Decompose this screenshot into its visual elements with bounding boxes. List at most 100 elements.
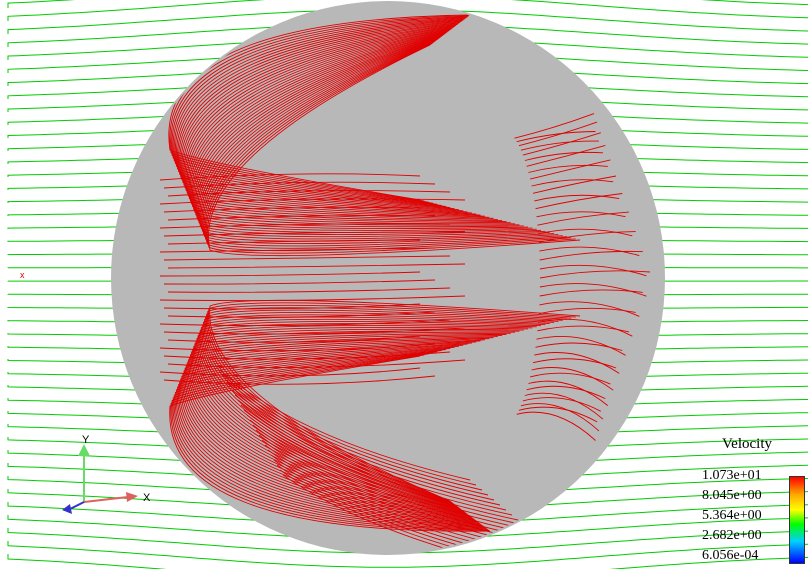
- surface-streamline: [159, 198, 466, 205]
- surface-streamline: [200, 318, 546, 508]
- legend-tick: 8.045e+00: [702, 488, 762, 503]
- surface-streamline: [186, 28, 494, 219]
- surface-streamline: [528, 164, 608, 173]
- surface-streamline: [168, 14, 471, 201]
- surface-streamline: [192, 32, 516, 225]
- surface-streamline: [184, 26, 485, 217]
- surface-streamline: [170, 16, 468, 203]
- surface-streamline: [187, 29, 498, 220]
- surface-streamline: [190, 31, 511, 224]
- surface-streamline: [185, 339, 485, 520]
- surface-streamlines: [159, 14, 651, 553]
- surface-streamline: [173, 18, 465, 206]
- surface-streamline: [539, 264, 647, 277]
- surface-streamline: [203, 312, 559, 506]
- surface-streamline: [537, 325, 630, 333]
- surface-streamline: [159, 367, 421, 377]
- surface-streamline: [222, 374, 477, 486]
- legend-tick: 2.682e+00: [702, 528, 762, 543]
- surface-streamline: [529, 372, 611, 385]
- surface-streamline: [169, 355, 491, 532]
- surface-streamline: [199, 38, 546, 238]
- surface-streamline: [195, 34, 529, 229]
- surface-streamline: [252, 424, 537, 536]
- surface-streamline: [249, 419, 531, 531]
- outer-streamline: [7, 541, 809, 568]
- surface-streamline: [194, 34, 524, 228]
- surface-streamline: [163, 327, 466, 335]
- z-axis-arrow: [62, 504, 72, 514]
- surface-streamline: [196, 327, 529, 512]
- surface-streamline: [539, 250, 643, 261]
- surface-streamline: [535, 193, 623, 210]
- legend-title: Velocity: [722, 436, 772, 452]
- surface-streamline: [524, 151, 604, 161]
- x-axis-line: [83, 496, 129, 503]
- origin-marker: x: [20, 270, 25, 280]
- surface-streamline: [536, 335, 626, 356]
- surface-streamline: [522, 132, 601, 156]
- surface-streamline: [520, 403, 600, 432]
- surface-streamline: [536, 211, 626, 218]
- surface-streamline: [200, 38, 550, 240]
- z-axis-line: [69, 501, 85, 510]
- surface-streamline: [159, 343, 436, 352]
- surface-streamline: [208, 44, 581, 257]
- surface-streamline: [167, 335, 421, 343]
- surface-streamline: [178, 21, 461, 211]
- surface-streamline: [514, 113, 595, 139]
- surface-streamline: [175, 349, 484, 527]
- surface-streamline: [518, 121, 598, 147]
- surface-streamline: [204, 42, 568, 249]
- y-axis-label: Y: [82, 434, 90, 446]
- surface-streamline: [188, 29, 503, 221]
- surface-streamline: [163, 181, 436, 189]
- surface-streamline: [163, 255, 451, 261]
- surface-streamline: [182, 25, 477, 215]
- surface-streamline: [198, 37, 542, 235]
- surface-streamline: [163, 375, 436, 385]
- surface-streamline: [159, 173, 421, 181]
- surface-streamline: [170, 354, 489, 531]
- surface-streamline: [207, 43, 576, 254]
- surface-streamline: [163, 206, 421, 213]
- surface-streamline: [176, 347, 483, 526]
- surface-streamline: [538, 228, 633, 237]
- surface-streamline: [524, 392, 604, 420]
- surface-streamline: [535, 342, 623, 351]
- surface-streamline: [159, 319, 451, 327]
- surface-streamline: [179, 22, 464, 212]
- surface-streamline: [167, 311, 436, 318]
- surface-streamline: [234, 394, 501, 506]
- surface-streamline: [270, 454, 573, 553]
- surface-streamline: [282, 474, 597, 553]
- surface-streamline: [538, 231, 636, 243]
- surface-streamline: [529, 159, 611, 180]
- surface-streamline: [539, 301, 640, 317]
- surface-streamline: [193, 33, 520, 226]
- surface-streamline: [181, 24, 472, 214]
- surface-streamline: [193, 331, 516, 514]
- surface-streamline: [539, 270, 651, 279]
- surface-streamline: [189, 335, 503, 517]
- x-axis-arrow: [126, 492, 138, 502]
- surface-streamline: [225, 379, 483, 491]
- surface-streamline: [167, 263, 466, 269]
- surface-streamline: [199, 321, 542, 509]
- y-axis-arrow: [78, 444, 90, 456]
- surface-streamline: [159, 223, 451, 229]
- surface-streamline: [207, 304, 572, 504]
- surface-streamline: [167, 215, 436, 221]
- surface-streamline: [179, 345, 481, 525]
- surface-streamline: [167, 287, 451, 293]
- surface-streamline: [187, 337, 494, 518]
- surface-streamline: [180, 23, 468, 213]
- surface-streamline: [159, 247, 436, 253]
- surface-streamline: [538, 307, 636, 315]
- outer-streamline: [7, 0, 809, 21]
- surface-streamline: [172, 352, 487, 530]
- surface-streamline: [231, 389, 495, 501]
- surface-streamline: [159, 295, 466, 302]
- surface-streamline: [516, 131, 596, 143]
- legend-colorbar: [789, 476, 805, 564]
